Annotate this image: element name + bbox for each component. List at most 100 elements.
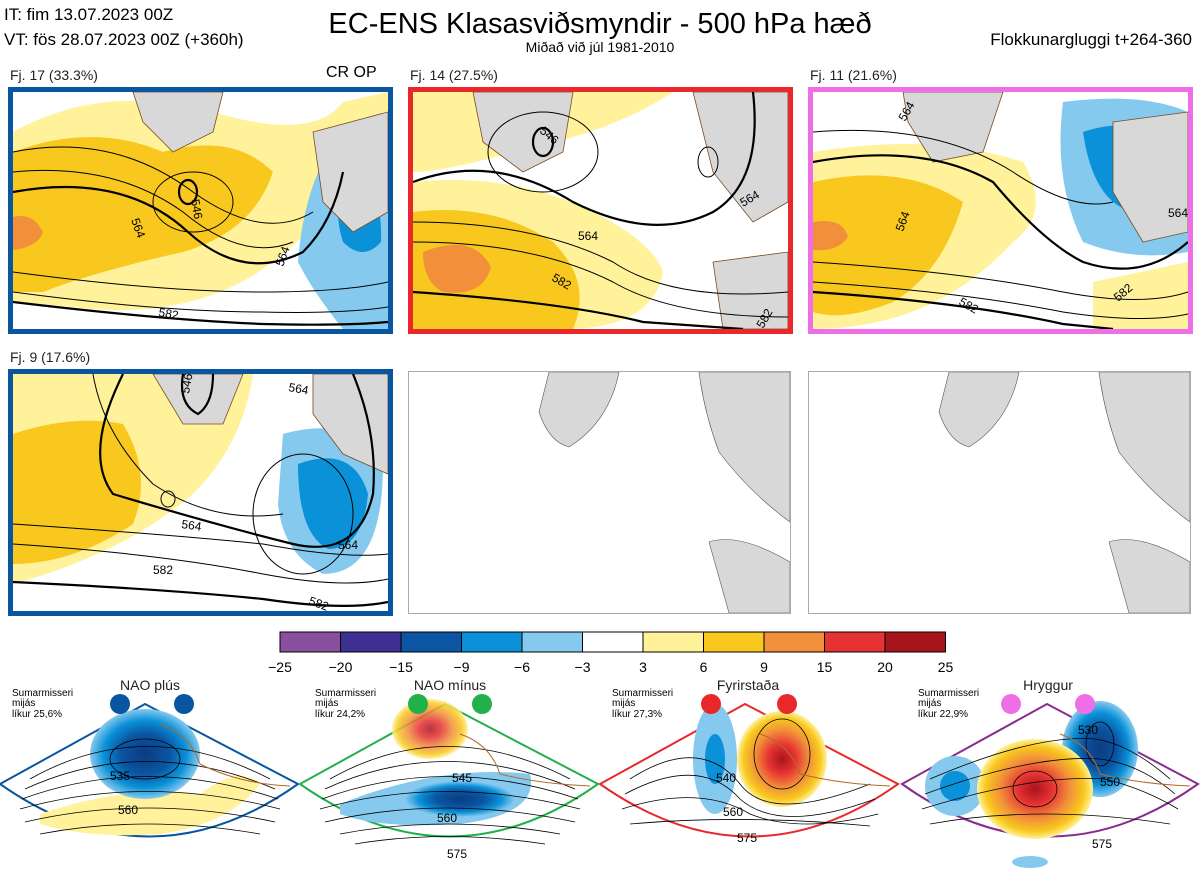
colorbar-tick-label: 20 [877,659,893,675]
contour-label: 546 [188,198,205,220]
regime-season: Sumarmisseri [612,688,673,699]
colorbar-tick-label: −9 [454,659,470,675]
land-europe [712,251,788,329]
land-greenland [152,374,244,425]
regime-subtitle: mijás [12,698,35,709]
contour-label: 582 [157,305,179,322]
regime-subtitle: mijás [315,698,338,709]
regime-title: NAO mínus [414,677,486,693]
contour-label: 550 [1100,775,1120,789]
colorbar-tick-label: 9 [760,659,768,675]
regime-likelihood: líkur 22,9% [918,709,968,720]
land-scandinavia [698,372,790,523]
panel-3-label: Fj. 11 (21.6%) [810,67,897,83]
colorbar-box [703,631,765,653]
regime-blocking: Fyrirstaða Sumarmisseri mijás líkur 27,3… [598,677,900,845]
cluster-panel-3[interactable]: 564 564 564 582 582 [808,87,1193,334]
contour-label: 564 [181,517,203,534]
cluster-panel-5-empty[interactable] [408,371,791,614]
contour-label: 582 [153,563,173,577]
panel-2-label: Fj. 14 (27.5%) [410,67,498,83]
classification-window: Flokkunargluggi t+264-360 [990,30,1192,49]
colorbar-tick-label: −15 [389,659,413,675]
land-scandinavia [1112,111,1188,243]
contour-label: 564 [578,229,598,243]
panel-4-label: Fj. 9 (17.6%) [10,349,91,365]
colorbar-box [400,631,462,653]
regime-season: Sumarmisseri [918,688,979,699]
colorbar-box [884,631,946,653]
regime-nao-minus: NAO mínus Sumarmisseri mijás líkur 24,2%… [298,677,600,861]
anomaly-positive-mid [413,210,580,329]
page-subtitle: Miðað við júl 1981-2010 [525,39,675,55]
colorbar-tick-label: −25 [268,659,292,675]
anomaly-positive-mid [813,175,963,316]
regime-likelihood: líkur 27,3% [612,709,662,720]
colorbar-box [340,631,402,653]
cluster-panel-1[interactable]: 546 564 564 582 [8,87,393,334]
contour-label: 560 [723,805,743,819]
contour-label: 540 [716,771,736,785]
anomaly-positive-strong [813,221,848,251]
land-scandinavia [692,92,788,223]
contour-label: 530 [1078,723,1098,737]
regime-title: Hryggur [1023,677,1073,693]
land-greenland [902,92,1004,163]
contour-label: 564 [128,216,148,240]
contour-label: 564 [893,209,913,233]
colorbar-box [461,631,523,653]
contour-label: 564 [338,538,358,552]
anomaly-positive-mid [13,420,141,564]
land-greenland [538,372,620,448]
contour-label: 575 [1092,837,1112,851]
land-europe [708,539,790,613]
colorbar-tick-label: 3 [639,659,647,675]
page-title: EC-ENS Klasasviðsmyndir - 500 hPa hæð [328,8,872,40]
colorbar-tick-label: −20 [329,659,353,675]
regime-likelihood: líkur 24,2% [315,709,365,720]
colorbar-box [582,631,644,653]
valid-time: VT: fös 28.07.2023 00Z (+360h) [4,30,244,49]
colorbar-tick-label: −6 [514,659,530,675]
cluster-panel-6-empty[interactable] [808,371,1191,614]
regime-season: Sumarmisseri [12,688,73,699]
regime-season: Sumarmisseri [315,688,376,699]
colorbar-tick-label: 6 [700,659,708,675]
colorbar-tick-label: −3 [575,659,591,675]
contour-label: 564 [273,244,293,268]
contour-label: 560 [118,803,138,817]
regime-subtitle: mijás [918,698,941,709]
contour-label: 535 [110,769,130,783]
colorbar-tick-label: 15 [817,659,833,675]
contour-label: 575 [737,831,757,845]
regime-ridge: Hryggur Sumarmisseri mijás líkur 22,9% 5… [900,677,1200,868]
contour-label: 545 [452,771,472,785]
panel-1-marker: CR OP [326,64,377,81]
colorbar-box [763,631,825,653]
land-scandinavia [1098,372,1190,523]
colorbar-box [521,631,583,653]
cluster-panel-4[interactable]: 546 564 564 564 582 582 [8,369,393,616]
anomaly-positive-strong [13,216,43,250]
colorbar: −25 −20 −15 −9 −6 −3 3 6 9 15 20 25 [268,631,954,675]
contour-label: 560 [437,811,457,825]
land-greenland [132,92,224,153]
regime-likelihood: líkur 25,6% [12,709,62,720]
colorbar-box [824,631,886,653]
land-europe [1108,539,1190,613]
colorbar-box [279,631,341,653]
regime-panels: NAO plús Sumarmisseri mijás líkur 25,6% … [0,677,1200,868]
regime-subtitle: mijás [612,698,635,709]
cluster-panel-2[interactable]: 546 564 564 582 582 [408,87,793,334]
regime-nao-plus: NAO plús Sumarmisseri mijás líkur 25,6% … [0,677,300,838]
land-scandinavia [312,374,388,475]
contour-label: 546 [178,374,195,395]
contour-label: 582 [307,594,331,611]
init-time: IT: fim 13.07.2023 00Z [4,5,174,24]
colorbar-tick-label: 25 [938,659,954,675]
contour-label: 564 [1168,206,1188,220]
anomaly-positive-strong [423,244,491,293]
land-scandinavia [312,111,388,233]
regime-title: NAO plús [120,677,180,693]
land-greenland [938,372,1020,448]
